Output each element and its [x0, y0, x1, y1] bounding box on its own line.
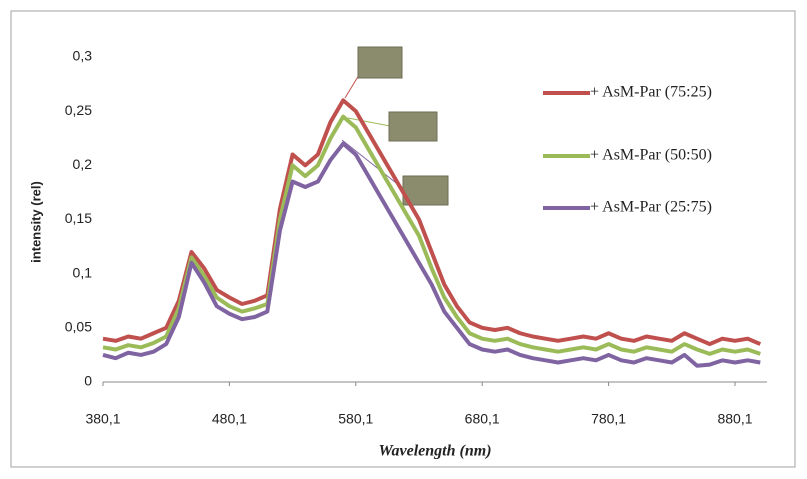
- legend-entry: + AsM-Par (75:25): [543, 84, 712, 101]
- y-tick-label: 0,05: [65, 319, 92, 335]
- series-line: [102, 141, 761, 368]
- y-tick-label: 0,15: [65, 210, 92, 226]
- x-tick-label: 780,1: [591, 411, 626, 427]
- legend-entry: + AsM-Par (50:50): [543, 147, 712, 164]
- legend-entry: + AsM-Par (25:75): [543, 199, 712, 216]
- series-line: [102, 98, 762, 347]
- leader-line: [347, 117, 391, 127]
- y-tick-label: 0: [84, 373, 92, 389]
- legend-label: + AsM-Par (50:50): [590, 147, 712, 164]
- leader-line: [341, 139, 406, 191]
- y-tick-label: 0,25: [65, 102, 92, 118]
- x-tick-label: 880,1: [717, 411, 752, 427]
- y-tick-label: 0,1: [73, 264, 93, 280]
- legend-label: + AsM-Par (25:75): [590, 199, 712, 216]
- x-axis-label: Wavelength (nm): [378, 443, 491, 460]
- x-tick-label: 480,1: [212, 411, 247, 427]
- x-tick-label: 380,1: [85, 411, 120, 427]
- annotations: [341, 46, 449, 206]
- y-axis-label: intensity (rel): [28, 181, 43, 263]
- annotation-box: [388, 111, 438, 142]
- series-line: [102, 114, 761, 356]
- chart-frame: [10, 10, 796, 468]
- y-tick-label: 0,2: [73, 156, 93, 172]
- x-tick-label: 680,1: [465, 411, 500, 427]
- x-tick-label: 580,1: [338, 411, 373, 427]
- annotation-box: [402, 175, 449, 206]
- legend-label: + AsM-Par (75:25): [590, 84, 712, 101]
- annotation-box: [357, 46, 403, 79]
- y-tick-label: 0,3: [73, 48, 93, 64]
